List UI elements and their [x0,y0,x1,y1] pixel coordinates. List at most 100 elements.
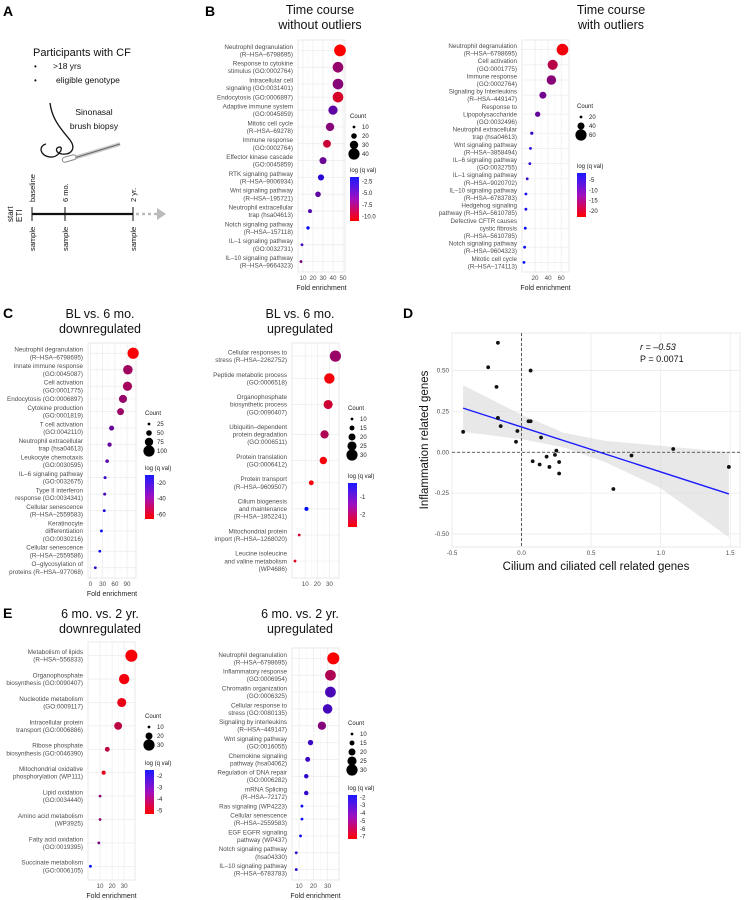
term-label: Response to cytokine stimulus (GO:0002764… [228,61,294,76]
term-label-line: (R–HSA–556833) [33,657,83,664]
term-label-line: Fatty acid oxidation [29,836,84,843]
data-point [671,447,676,451]
data-point [547,465,552,469]
term-label: Cell activation (GO:0001775) [477,58,518,73]
term-label-line: Innate immune response [14,363,84,370]
x-axis-label: Fold enrichment [296,285,346,292]
chart-title: upregulated [267,322,333,336]
term-label: Metabolism of lipids (R–HSA–556833) [28,649,83,664]
enrichment-dot [114,721,123,730]
enrichment-dot [293,559,297,563]
term-label-line: (GO:0042110) [43,429,83,436]
term-label: Cellular responses to stress (R–HSA–22627… [215,350,287,365]
term-label-line: Mitochondrial protein [229,528,288,535]
term-label: RTK signaling pathway (R–HSA–9006934) [229,171,294,186]
count-legend-dot [351,133,357,139]
term-label-line: Regulation of DNA repair [217,770,287,777]
term-label: IL–10 signaling pathway (R–HSA–9664323) [225,255,293,270]
x-tick-label: 20 [532,275,540,282]
term-label-line: trap (hsa04613) [473,134,517,141]
count-legend-dot [348,148,360,160]
color-legend-title: log (q val) [348,786,374,792]
enrichment-dot [308,480,314,486]
data-point [514,439,518,444]
term-label-line: (hsa04330) [255,854,287,861]
x-tick-label: 30 [121,883,129,890]
term-label: Inflammatory response (GO:0006954) [223,669,288,684]
enrichment-dot [324,373,335,384]
term-label-line: IL–6 signaling pathway [453,157,518,164]
enrichment-dot [307,739,314,746]
color-legend-label: -4 [360,811,366,817]
color-legend-label: -5 [360,819,366,825]
timepoint-baseline: baseline [28,174,37,202]
enrichment-dot [117,408,125,416]
y-tick-label: 0.25 [437,408,450,415]
term-label: Organophosphate biosynthesis (GO:0090407) [6,673,83,688]
count-legend-title: Count [145,714,161,720]
y-tick-label: -0.50 [435,531,450,538]
enrichment-dot [299,834,302,838]
data-point [486,365,491,370]
timepoint-2yr: 2 yr. [129,188,138,202]
term-label-line: Nucleotide metabolism [19,696,83,703]
term-label-line: Defective CFTR causes [451,218,518,225]
term-label: Intracellular protein transport (GO:00068… [16,719,83,734]
term-label: Protein transport (R–HSA–9609507) [234,476,287,491]
x-tick-label: 20 [309,275,317,282]
term-label-line: (R–HSA–2559583) [234,820,287,827]
term-label-line: (GO:0001775) [43,387,83,394]
sample-label: sample [61,227,70,251]
enrichment-dot [523,245,527,249]
enrichment-dot [524,192,528,196]
term-label-line: Neutrophil degranulation [224,44,293,51]
x-tick-label: 30 [319,275,327,282]
color-legend-label: -15 [589,199,598,205]
term-label-line: Cell activation [44,380,84,387]
bullet: • [34,62,37,71]
term-label-line: Organophosphate [237,394,288,401]
count-legend-label: 15 [360,741,367,747]
count-legend-dot [146,430,152,436]
term-label-line: Ras signaling (WP4223) [219,803,287,810]
term-label-line: biosynthesis (GO:0046390) [6,750,83,757]
term-label: Mitotic cell cycle (R–HSA–69278) [247,120,294,135]
count-legend-label: 10 [360,732,367,738]
color-legend-title: log (q val) [145,761,171,767]
term-label-line: (R–HSA–72172) [241,794,287,801]
enrichment-dot [102,509,106,513]
count-legend-dot [349,140,359,150]
enrichment-dot [118,394,128,403]
swab-icon [61,142,121,163]
term-label-line: (GO:0006954) [247,676,287,683]
term-label-line: Organophosphate [33,673,84,680]
term-label-line: stress (GO:0080135) [228,710,287,717]
term-label-line: EGF EGFR signaling [228,829,287,836]
term-label-line: (GO:0034440) [43,797,83,804]
correlation-p: P = 0.0071 [640,354,684,364]
count-legend-label: 10 [362,125,369,131]
enrichment-dot [325,686,336,698]
enrichment-dot [323,399,333,410]
bullet: • [34,76,37,85]
color-legend-label: -60 [157,512,166,518]
count-legend-label: 30 [360,453,367,459]
plot-panel [297,39,346,273]
term-label-line: Leucine isoleucine [235,551,287,558]
term-label-line: pathway (WP437) [237,837,287,844]
enrichment-dot [530,131,534,135]
color-legend-bar [348,795,357,839]
plot-panel [291,647,340,881]
term-label-line: (GO:0006325) [247,693,287,700]
term-label: Signaling by interleukins (R–HSA–449147) [219,719,287,734]
term-label-line: Ribose phosphate [32,743,83,750]
chart-title: upregulated [267,622,333,636]
term-label-line: (GO:0006412) [247,462,287,469]
term-label-line: Cytokine production [27,405,83,412]
count-legend-label: 40 [589,124,596,130]
count-legend-dot [350,417,354,421]
color-legend-label: -40 [157,497,166,503]
term-label-line: protein degradation [233,432,288,439]
count-legend-label: 75 [157,440,164,446]
data-point [496,340,500,345]
